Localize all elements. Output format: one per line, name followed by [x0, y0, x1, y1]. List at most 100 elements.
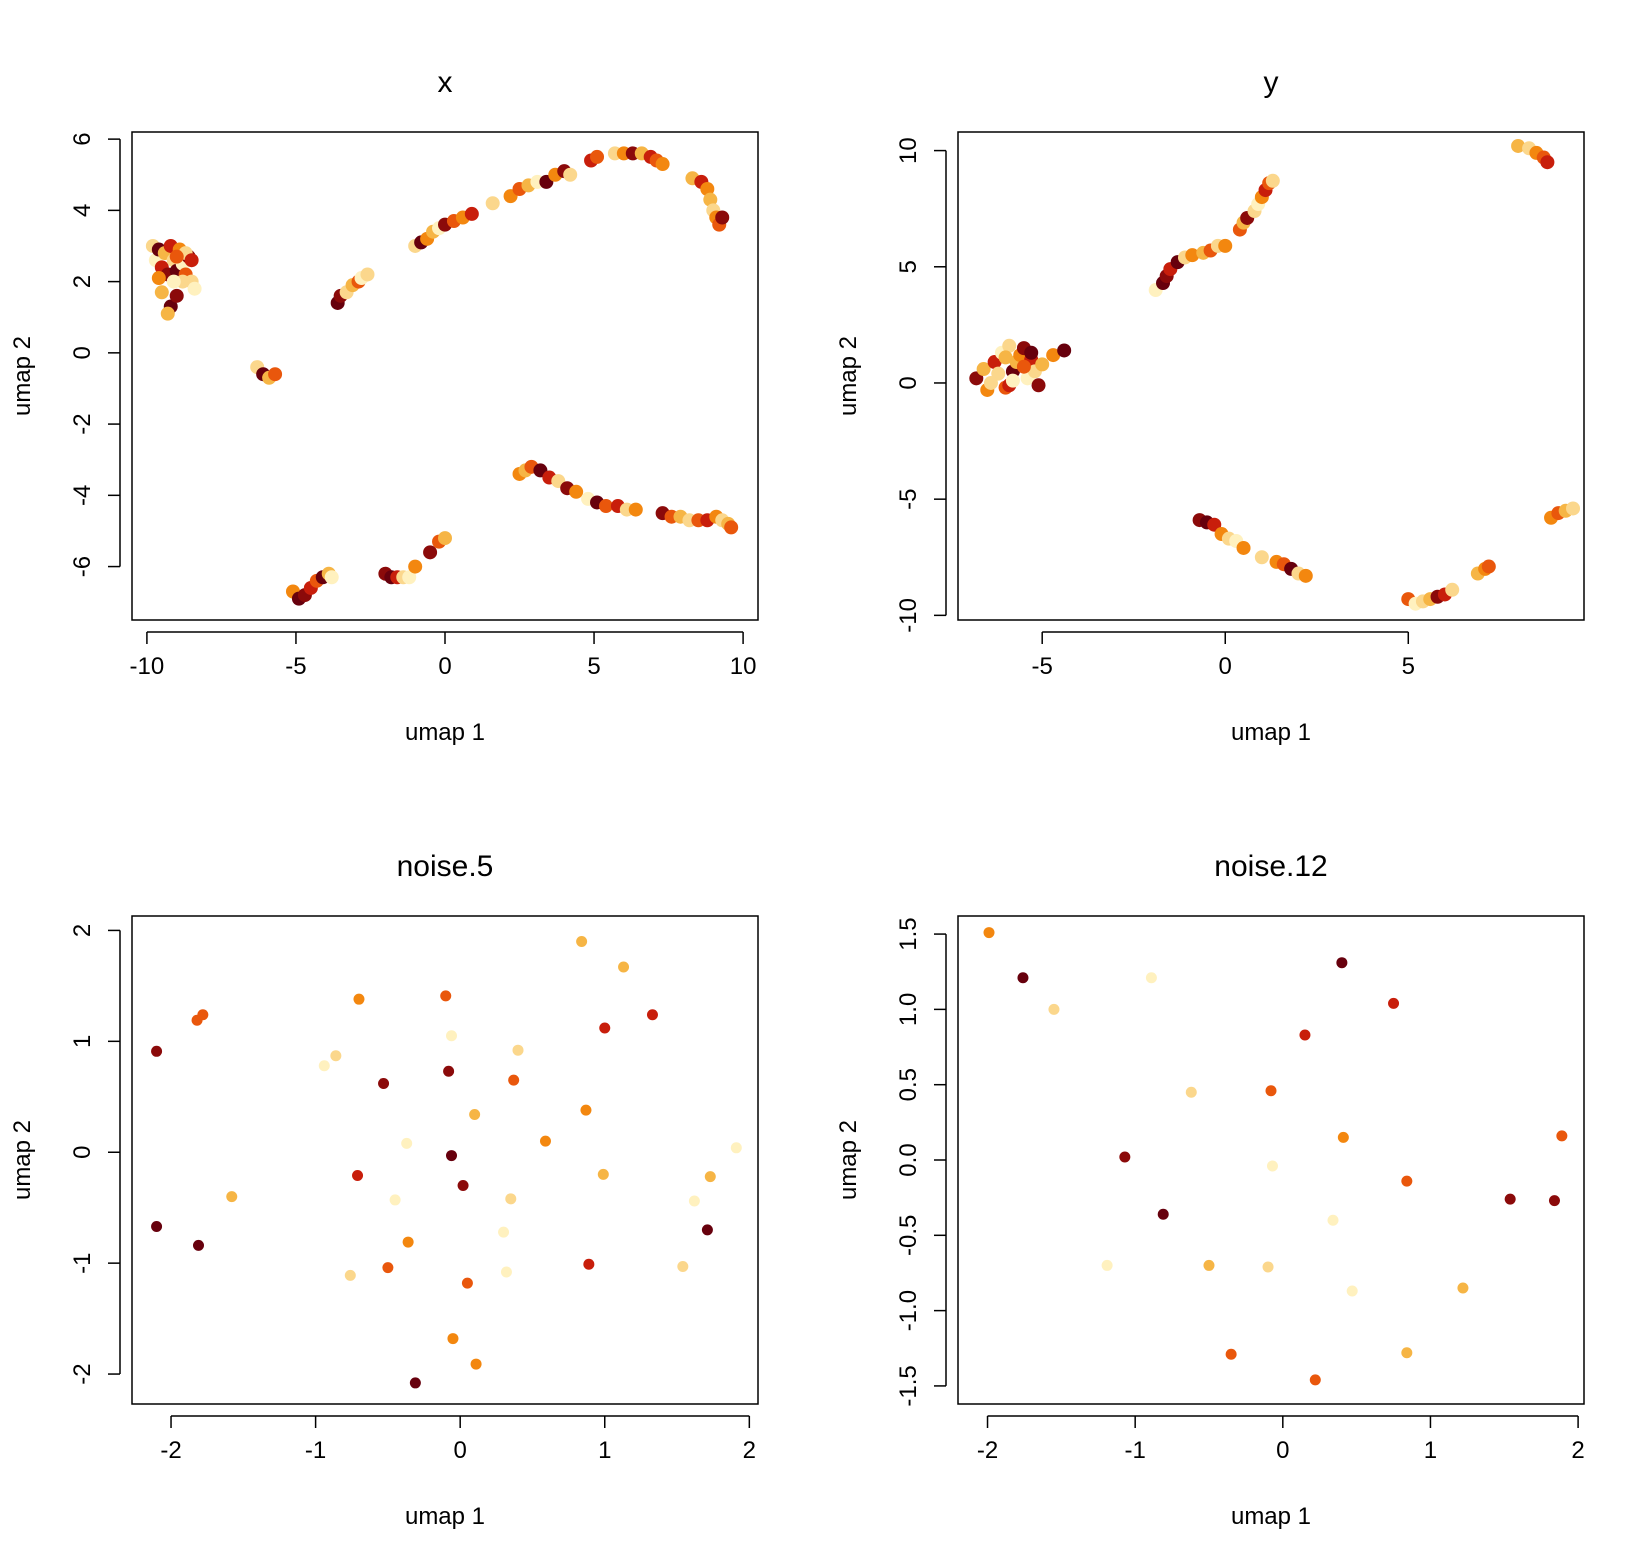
data-point-x-109 — [423, 545, 438, 560]
data-point-noise-5-3 — [151, 1221, 163, 1233]
data-point-noise-12-23 — [1504, 1193, 1516, 1205]
y-axis-label: umap 2 — [835, 336, 862, 416]
data-point-noise-5-5 — [226, 1191, 238, 1203]
data-point-y-35 — [1218, 238, 1233, 253]
data-point-noise-5-33 — [580, 1104, 592, 1116]
x-tick-label: 5 — [587, 653, 600, 680]
data-point-noise-5-34 — [583, 1258, 595, 1270]
data-point-y-31 — [1185, 248, 1200, 263]
data-point-x-66 — [703, 192, 718, 207]
data-point-y-7 — [1002, 338, 1017, 353]
data-point-x-70 — [715, 210, 730, 225]
y-tick-label: 0.5 — [895, 1068, 922, 1101]
y-tick-label: -1.0 — [895, 1290, 922, 1331]
data-point-noise-12-20 — [1401, 1175, 1413, 1187]
data-point-y-1 — [976, 362, 991, 377]
data-point-y-45 — [1511, 138, 1526, 153]
chart-title: noise.5 — [397, 850, 494, 883]
data-point-x-15 — [154, 285, 169, 300]
y-tick-label: -1.5 — [895, 1365, 922, 1406]
data-point-noise-5-19 — [446, 1030, 458, 1042]
data-point-noise-12-12 — [1266, 1160, 1278, 1172]
data-point-noise-5-42 — [704, 1171, 716, 1183]
x-tick-label: 0 — [1219, 653, 1232, 680]
x-tick-label: 2 — [1571, 1437, 1584, 1464]
data-point-noise-5-23 — [461, 1277, 473, 1289]
x-tick-label: 1 — [1424, 1437, 1437, 1464]
y-axis-label: umap 2 — [835, 1120, 862, 1200]
data-point-noise-5-25 — [470, 1358, 482, 1370]
data-point-noise-5-21 — [447, 1333, 459, 1345]
y-tick-label: 4 — [69, 204, 96, 217]
data-point-noise-12-21 — [1401, 1347, 1413, 1359]
data-point-noise-5-8 — [353, 993, 365, 1005]
y-tick-label: 0 — [69, 1146, 96, 1159]
data-point-noise-5-22 — [457, 1180, 469, 1192]
data-point-noise-5-40 — [688, 1195, 700, 1207]
data-point-noise-5-18 — [443, 1065, 455, 1077]
data-point-noise-12-8 — [1203, 1259, 1215, 1271]
data-point-noise-5-4 — [193, 1239, 205, 1251]
y-tick-label: -5 — [895, 488, 922, 509]
data-point-noise-12-3 — [1101, 1259, 1113, 1271]
plot-frame — [957, 915, 1585, 1405]
data-point-x-111 — [438, 531, 452, 546]
data-point-y-24 — [1005, 373, 1020, 388]
data-point-noise-5-41 — [701, 1224, 713, 1236]
y-tick-label: 1.0 — [895, 993, 922, 1026]
data-point-x-44 — [464, 206, 479, 221]
data-point-noise-12-0 — [983, 927, 995, 939]
y-tick-label: 10 — [895, 137, 922, 164]
data-point-x-81 — [598, 499, 613, 514]
data-point-noise-5-14 — [409, 1377, 421, 1389]
data-point-noise-5-30 — [512, 1044, 524, 1056]
data-point-x-24 — [169, 249, 184, 264]
data-point-y-21 — [1057, 343, 1072, 358]
data-point-noise-5-12 — [401, 1137, 413, 1149]
y-axis-label: umap 2 — [9, 336, 36, 416]
x-tick-label: -10 — [130, 653, 165, 680]
data-point-x-65 — [700, 181, 715, 196]
panel-y: y -5 0 5 umap 1 -10 -5 0 5 10 umap 2 — [835, 66, 1585, 746]
data-point-x-23 — [184, 253, 199, 268]
data-point-y-16 — [1035, 357, 1050, 372]
data-point-noise-5-6 — [318, 1060, 330, 1072]
x-tick-label: 0 — [1276, 1437, 1289, 1464]
plot-frame — [131, 915, 759, 1405]
data-point-x-107 — [402, 570, 417, 585]
data-point-y-49 — [1540, 155, 1555, 170]
data-point-x-62 — [655, 157, 670, 172]
data-point-y-17 — [983, 375, 998, 390]
data-point-y-22 — [998, 350, 1013, 365]
data-point-noise-12-4 — [1119, 1151, 1131, 1163]
y-tick-label: 5 — [895, 260, 922, 273]
data-point-noise-5-13 — [402, 1236, 414, 1248]
data-point-y-19 — [1016, 359, 1031, 374]
data-point-noise-5-39 — [677, 1260, 689, 1272]
y-tick-label: 2 — [69, 924, 96, 937]
x-tick-label: 1 — [598, 1437, 611, 1464]
data-point-noise-5-17 — [440, 990, 452, 1002]
panel-noise-12: noise.12 -2 -1 0 1 2 umap 1 -1.5 -1.0 -0.5 0.0 0.5 1… — [835, 850, 1585, 1530]
data-point-noise-5-2 — [197, 1009, 209, 1021]
data-point-noise-5-32 — [576, 936, 588, 948]
data-point-noise-5-20 — [446, 1150, 458, 1162]
data-point-x-94 — [724, 520, 739, 535]
data-point-noise-12-1 — [1017, 972, 1029, 984]
data-point-y-15 — [1031, 378, 1046, 393]
x-tick-label: 5 — [1402, 653, 1415, 680]
data-point-noise-12-11 — [1265, 1085, 1277, 1097]
x-tick-label: -5 — [1032, 653, 1053, 680]
plot-frame — [957, 131, 1585, 621]
x-tick-label: 10 — [730, 653, 757, 680]
data-point-x-28 — [268, 367, 283, 382]
data-point-noise-5-26 — [498, 1226, 510, 1238]
x-axis-label: umap 1 — [405, 719, 485, 746]
y-tick-label: -2 — [69, 413, 96, 434]
data-point-noise-12-5 — [1145, 972, 1157, 984]
data-point-noise-12-19 — [1388, 997, 1400, 1009]
panel-x: x -10 -5 0 5 10 umap 1 -6 -4 -2 0 2 4 6 umap 2 — [9, 66, 759, 746]
data-point-y-57 — [1254, 550, 1269, 565]
plot-frame — [131, 131, 759, 621]
data-point-noise-5-43 — [730, 1142, 742, 1154]
